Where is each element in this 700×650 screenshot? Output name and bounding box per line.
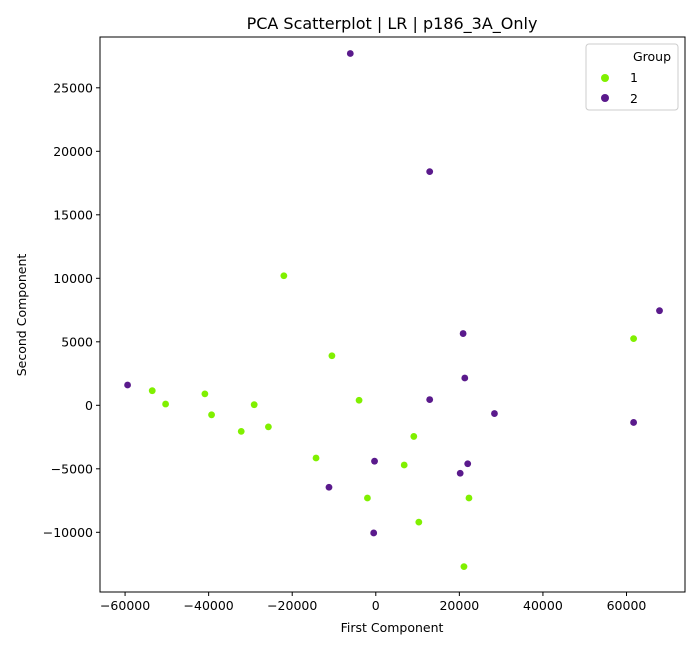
x-tick-label: −40000 [184, 598, 234, 613]
data-point-group-1 [250, 401, 258, 409]
x-tick-label: 0 [372, 598, 380, 613]
x-axis-label: First Component [341, 620, 444, 635]
y-tick-label: 10000 [53, 271, 93, 286]
x-tick-label: 20000 [439, 598, 479, 613]
data-point-group-2 [426, 168, 434, 176]
legend-title: Group [633, 49, 671, 64]
data-point-group-2 [325, 483, 333, 491]
legend-label-group-1: 1 [630, 70, 638, 85]
data-point-group-2 [371, 457, 378, 465]
data-point-group-1 [201, 390, 209, 398]
legend-box [585, 43, 679, 111]
x-axis: −60000 −40000 −20000 0 20000 40000 60000 [100, 592, 646, 613]
data-point-group-1 [162, 400, 170, 408]
x-tick-label: 60000 [607, 598, 647, 613]
x-tick-label: −20000 [267, 598, 317, 613]
data-point-group-2 [464, 460, 472, 468]
y-tick-label: 20000 [53, 144, 93, 159]
y-tick-label: 0 [85, 398, 93, 413]
data-point-group-2 [456, 469, 464, 477]
y-axis: −10000 −5000 0 5000 10000 15000 20000 25000 [43, 80, 100, 540]
plot-area-frame [99, 36, 686, 593]
x-tick-label: −60000 [100, 598, 150, 613]
data-point-group-2 [426, 396, 434, 403]
data-point-group-2 [124, 381, 131, 389]
data-point-group-1 [312, 454, 320, 462]
data-point-group-2 [370, 529, 378, 537]
data-point-group-2 [630, 419, 638, 426]
data-point-group-2 [461, 374, 469, 382]
data-point-group-1 [460, 563, 468, 570]
data-point-group-1 [630, 335, 638, 343]
y-tick-label: 15000 [53, 207, 93, 222]
data-point-group-2 [346, 50, 354, 57]
y-tick-label: 5000 [61, 334, 93, 349]
data-points [124, 50, 663, 570]
data-point-group-1 [364, 494, 371, 502]
y-tick-label: −5000 [51, 461, 93, 476]
data-point-group-1 [465, 494, 473, 502]
data-point-group-1 [264, 423, 272, 431]
chart-title: PCA Scatterplot | LR | p186_3A_Only [247, 14, 538, 34]
data-point-group-1 [415, 518, 423, 526]
data-point-group-2 [459, 330, 467, 337]
legend-label-group-2: 2 [630, 91, 638, 106]
data-point-group-1 [280, 272, 288, 280]
legend-marker-group-1 [601, 74, 609, 82]
x-tick-label: 40000 [523, 598, 563, 613]
data-point-group-1 [237, 427, 245, 435]
data-point-group-2 [656, 307, 663, 315]
y-axis-label: Second Component [14, 254, 29, 377]
legend: Group 1 2 [585, 43, 679, 111]
data-point-group-1 [328, 352, 336, 360]
y-tick-label: −10000 [43, 525, 93, 540]
data-point-group-1 [410, 433, 418, 440]
legend-marker-group-2 [601, 94, 609, 102]
data-point-group-1 [148, 387, 156, 395]
data-point-group-2 [491, 410, 498, 417]
y-tick-label: 25000 [53, 80, 93, 95]
data-point-group-1 [400, 461, 408, 469]
data-point-group-1 [355, 396, 363, 404]
data-point-group-1 [208, 411, 215, 419]
